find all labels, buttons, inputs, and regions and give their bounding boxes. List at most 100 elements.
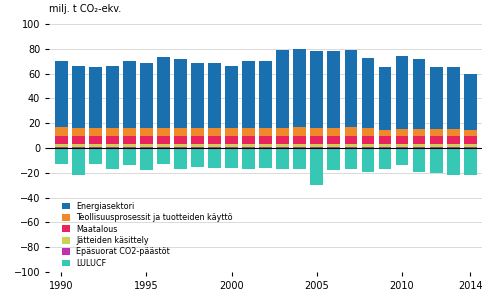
Bar	[277, 147, 289, 148]
Bar	[242, 61, 255, 127]
Bar	[362, 58, 374, 128]
Bar	[174, 127, 187, 136]
Bar	[344, 144, 357, 147]
Bar	[344, 127, 357, 136]
Bar	[225, 127, 238, 136]
Bar	[123, 144, 136, 147]
Bar	[106, 136, 119, 144]
Bar	[413, 147, 426, 148]
Bar	[344, 147, 357, 148]
Bar	[157, 127, 170, 136]
Bar	[310, 147, 323, 148]
Bar	[396, 129, 408, 136]
Bar	[430, 136, 442, 144]
Bar	[191, 136, 204, 144]
Text: milj. t CO₂-ekv.: milj. t CO₂-ekv.	[49, 4, 122, 14]
Bar	[157, 144, 170, 147]
Bar	[430, 129, 442, 136]
Bar	[208, 127, 221, 136]
Bar	[225, 147, 238, 148]
Bar	[413, 129, 426, 136]
Bar	[242, 148, 255, 169]
Bar	[106, 148, 119, 169]
Bar	[259, 147, 272, 148]
Bar	[277, 50, 289, 127]
Bar	[208, 136, 221, 144]
Bar	[362, 136, 374, 144]
Bar	[242, 136, 255, 144]
Bar	[344, 50, 357, 127]
Bar	[225, 136, 238, 144]
Bar	[344, 148, 357, 169]
Bar	[328, 136, 340, 144]
Bar	[242, 127, 255, 136]
Bar	[379, 147, 392, 148]
Bar	[174, 147, 187, 148]
Bar	[140, 136, 153, 144]
Bar	[72, 66, 85, 127]
Bar	[310, 144, 323, 147]
Bar	[277, 148, 289, 169]
Bar	[379, 67, 392, 130]
Bar	[140, 147, 153, 148]
Bar	[242, 147, 255, 148]
Bar	[447, 147, 460, 148]
Bar	[225, 144, 238, 147]
Bar	[464, 144, 477, 147]
Bar	[447, 148, 460, 175]
Bar	[447, 67, 460, 129]
Bar	[55, 144, 67, 147]
Bar	[55, 61, 67, 127]
Bar	[362, 148, 374, 172]
Bar	[174, 136, 187, 144]
Bar	[259, 144, 272, 147]
Bar	[191, 148, 204, 167]
Bar	[293, 49, 306, 127]
Bar	[72, 148, 85, 175]
Bar	[293, 136, 306, 144]
Bar	[72, 147, 85, 148]
Bar	[191, 144, 204, 147]
Bar	[89, 147, 102, 148]
Bar	[310, 51, 323, 127]
Bar	[140, 148, 153, 170]
Bar	[396, 147, 408, 148]
Bar	[106, 66, 119, 128]
Bar	[55, 147, 67, 148]
Bar	[72, 127, 85, 136]
Bar	[293, 147, 306, 148]
Bar	[328, 51, 340, 127]
Legend: Energiasektori, Teollisuusprosessit ja tuotteiden käyttö, Maatalous, Jätteiden k: Energiasektori, Teollisuusprosessit ja t…	[62, 202, 233, 268]
Bar	[225, 66, 238, 127]
Bar	[225, 148, 238, 168]
Bar	[106, 128, 119, 136]
Bar	[379, 136, 392, 144]
Bar	[259, 127, 272, 136]
Bar	[396, 144, 408, 147]
Bar	[89, 128, 102, 136]
Bar	[396, 136, 408, 144]
Bar	[362, 128, 374, 136]
Bar	[191, 147, 204, 148]
Bar	[157, 57, 170, 127]
Bar	[396, 148, 408, 165]
Bar	[208, 147, 221, 148]
Bar	[464, 136, 477, 144]
Bar	[344, 136, 357, 144]
Bar	[191, 127, 204, 136]
Bar	[89, 148, 102, 164]
Bar	[293, 144, 306, 147]
Bar	[396, 56, 408, 129]
Bar	[140, 63, 153, 127]
Bar	[362, 147, 374, 148]
Bar	[123, 61, 136, 127]
Bar	[277, 144, 289, 147]
Bar	[328, 147, 340, 148]
Bar	[293, 127, 306, 136]
Bar	[140, 127, 153, 136]
Bar	[430, 67, 442, 129]
Bar	[123, 148, 136, 165]
Bar	[123, 147, 136, 148]
Bar	[123, 127, 136, 136]
Bar	[123, 136, 136, 144]
